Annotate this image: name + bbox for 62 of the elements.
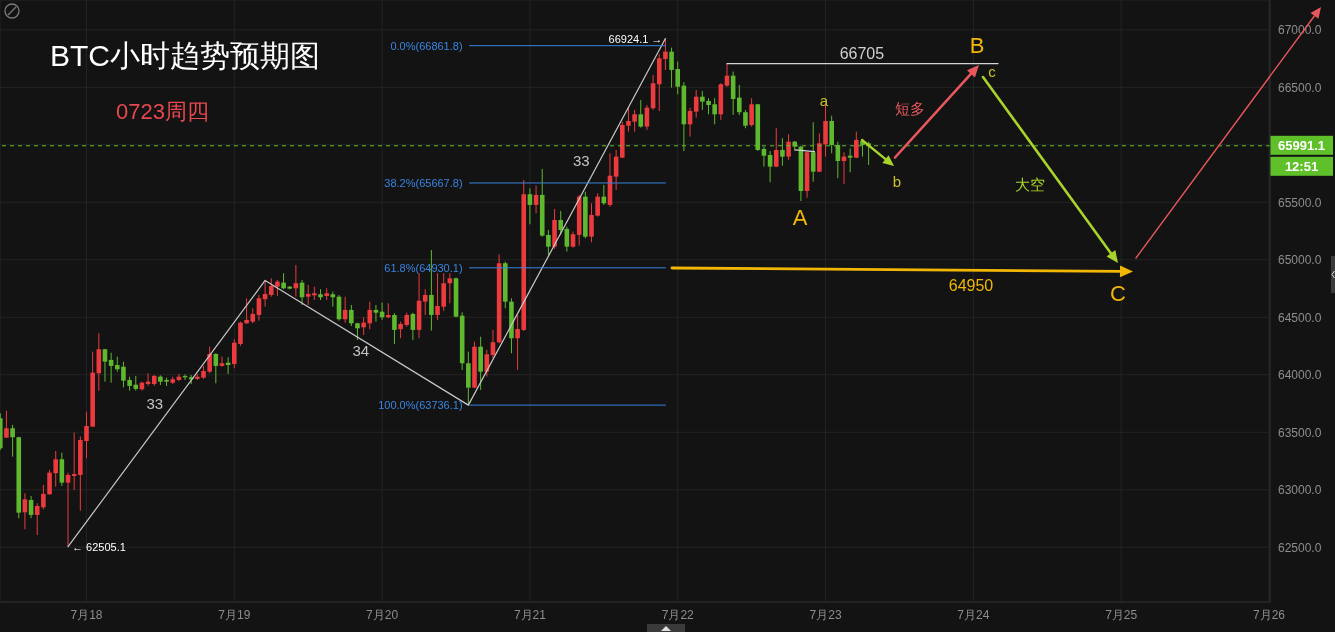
annotation: 34 xyxy=(352,342,370,360)
candlestick xyxy=(392,312,397,345)
y-tick-label: 65500.0 xyxy=(1278,195,1322,210)
candlestick xyxy=(737,84,742,116)
candlestick xyxy=(786,133,791,161)
candlestick xyxy=(349,304,354,327)
candlestick xyxy=(10,424,15,458)
candlestick xyxy=(854,131,859,159)
annotation: 33 xyxy=(573,151,590,169)
x-tick-label: 7月19 xyxy=(218,607,251,622)
annotation: 0.0%(66861.8) xyxy=(390,39,463,52)
x-tick-label: 7月20 xyxy=(366,607,399,622)
x-tick-label: 7月21 xyxy=(513,607,547,622)
candlestick xyxy=(102,348,108,383)
y-tick-label: 64500.0 xyxy=(1278,310,1322,325)
candlestick xyxy=(527,187,533,225)
candlestick xyxy=(47,469,52,496)
candlestick xyxy=(743,109,748,129)
annotation: 64950 xyxy=(948,276,994,294)
y-tick-label: 65000.0 xyxy=(1278,253,1322,268)
annotation: 短多 xyxy=(895,99,925,117)
x-tick-label: 7月25 xyxy=(1105,607,1138,622)
candlestick xyxy=(373,304,379,323)
candlestick xyxy=(219,356,225,368)
candlestick xyxy=(773,127,779,168)
annotation: a xyxy=(819,91,829,109)
annotation: c xyxy=(988,62,997,80)
annotation: 大空 xyxy=(1015,175,1045,193)
candlestick xyxy=(53,450,58,488)
annotation: ← 62505.1 xyxy=(72,540,126,553)
annotation: A xyxy=(792,204,808,230)
annotation: 33 xyxy=(146,395,164,413)
text: BTC小时趋势预期图 xyxy=(50,38,320,74)
annotation: B xyxy=(969,32,985,58)
annotation: 100.0%(63736.1) xyxy=(378,399,463,412)
annotation: C xyxy=(1110,280,1127,306)
annotation: b xyxy=(892,172,902,190)
text: 0723周四 xyxy=(116,98,209,126)
candlestick xyxy=(749,97,754,128)
x-tick-label: 7月18 xyxy=(70,607,103,622)
candlestick xyxy=(268,277,274,298)
candlestick xyxy=(367,301,373,330)
candlestick xyxy=(422,288,428,316)
y-tick-label: 63000.0 xyxy=(1278,483,1322,498)
y-tick-label: 63500.0 xyxy=(1278,425,1322,440)
x-tick-label: 7月26 xyxy=(1252,607,1286,622)
y-tick-label: 66500.0 xyxy=(1278,80,1322,95)
y-tick-label: 64000.0 xyxy=(1278,368,1322,383)
x-tick-label: 7月24 xyxy=(957,607,990,622)
annotation: 38.2%(65667.8) xyxy=(384,176,463,189)
x-tick-label: 7月23 xyxy=(809,607,842,622)
ref-line-label: 65991.1 xyxy=(1278,138,1325,154)
candlestick xyxy=(4,410,9,439)
candlestick xyxy=(767,150,773,183)
annotation: 66924.1 → xyxy=(608,32,663,45)
candlestick xyxy=(638,99,644,129)
candlestick xyxy=(59,452,65,487)
annotation: 66705 xyxy=(839,45,885,63)
y-tick-label: 62500.0 xyxy=(1278,540,1322,555)
x-tick-label: 7月22 xyxy=(661,607,695,622)
candlestick xyxy=(65,472,71,548)
text: 12:51 xyxy=(1284,159,1319,175)
